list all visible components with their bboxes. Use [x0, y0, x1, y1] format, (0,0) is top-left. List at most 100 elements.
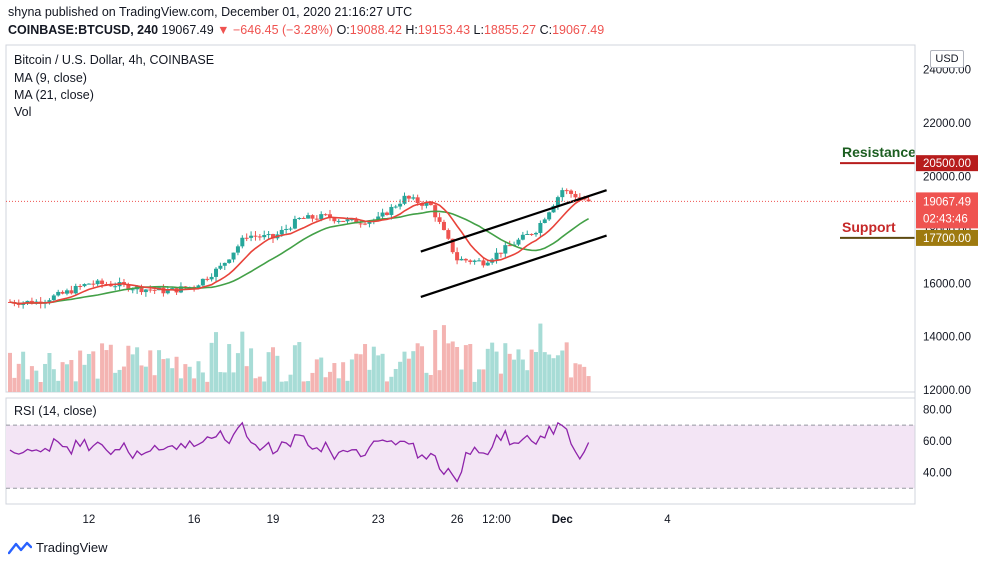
- candle-body: [551, 205, 556, 213]
- candle-body: [113, 286, 118, 288]
- candle-body: [253, 235, 258, 237]
- volume-bar: [424, 372, 429, 392]
- candle-body: [288, 228, 293, 230]
- candle-body: [389, 206, 394, 215]
- rsi-line: [9, 421, 590, 483]
- close-label: C:: [539, 23, 553, 37]
- volume-bar: [187, 366, 192, 392]
- candle-body: [218, 265, 223, 269]
- legend-vol[interactable]: Vol: [14, 105, 32, 119]
- candle-body: [516, 239, 521, 245]
- candle-body: [341, 220, 346, 222]
- candle-body: [69, 290, 74, 294]
- legend-ma9[interactable]: MA (9, close): [14, 71, 87, 85]
- ma21-line: [9, 210, 589, 305]
- candle-body: [336, 220, 341, 222]
- volume-bar: [380, 353, 385, 392]
- candle-body: [446, 230, 451, 239]
- candle-body: [310, 215, 315, 219]
- time-tick-label: 19: [267, 514, 280, 526]
- rsi-band: [6, 425, 915, 489]
- tradingview-footer[interactable]: TradingView: [8, 540, 108, 555]
- volume-bar: [472, 381, 477, 392]
- volume-bar: [113, 372, 118, 392]
- candle-body: [235, 246, 240, 253]
- candle-body: [139, 286, 144, 293]
- candle-body: [459, 258, 464, 261]
- volume-bar: [512, 359, 517, 392]
- candle-body: [468, 260, 473, 262]
- high-label: H:: [405, 23, 418, 37]
- price-change: −646.45 (−3.28%): [233, 23, 334, 37]
- volume-bar: [108, 344, 113, 392]
- volume-bar: [284, 381, 289, 392]
- price-tick-label: 14000.00: [923, 332, 971, 344]
- volume-bar: [214, 332, 219, 392]
- volume-bar: [477, 369, 482, 392]
- candle-body: [108, 284, 113, 287]
- time-tick-label: Dec: [552, 514, 574, 526]
- channel-upper-line: [420, 189, 607, 253]
- candle-body: [262, 235, 267, 238]
- candle-body: [564, 190, 569, 192]
- volume-bar: [279, 381, 284, 392]
- last-price-tag: [916, 192, 978, 229]
- candle-body: [205, 278, 210, 280]
- level-name-label: Support: [842, 219, 896, 235]
- volume-bar: [25, 379, 30, 392]
- volume-bar: [349, 359, 354, 392]
- volume-bar: [314, 359, 319, 392]
- volume-bar: [358, 354, 363, 392]
- candle-body: [569, 190, 574, 194]
- candle-body: [73, 285, 78, 294]
- volume-bar: [117, 369, 122, 392]
- currency-button[interactable]: USD: [930, 50, 964, 68]
- volume-bar: [288, 374, 293, 392]
- candle-body: [463, 258, 468, 261]
- candle-body: [573, 193, 578, 198]
- volume-bar: [200, 372, 205, 392]
- candle-body: [494, 252, 499, 260]
- volume-bar: [271, 347, 275, 392]
- volume-bar: [82, 364, 87, 392]
- candle-body: [86, 283, 91, 285]
- volume-bar: [507, 353, 512, 392]
- price-tick-label: 16000.00: [923, 278, 971, 290]
- volume-bar: [16, 363, 21, 392]
- price-tick-label: 12000.00: [923, 385, 971, 397]
- volume-bar: [490, 342, 495, 392]
- candle-body: [279, 229, 284, 235]
- candle-body: [56, 291, 61, 296]
- volume-bar: [38, 381, 43, 392]
- volume-bar: [64, 364, 69, 392]
- volume-bar: [345, 380, 350, 392]
- volume-bar: [534, 351, 538, 392]
- candle-body: [406, 195, 411, 199]
- volume-bar: [56, 380, 61, 392]
- volume-bar: [47, 353, 52, 392]
- volume-bar: [292, 345, 297, 392]
- candle-body: [481, 260, 486, 266]
- legend-ma21[interactable]: MA (21, close): [14, 88, 94, 102]
- volume-bar: [560, 350, 565, 392]
- candle-body: [292, 218, 297, 229]
- candle-body: [555, 197, 560, 206]
- legend-rsi[interactable]: RSI (14, close): [14, 404, 97, 418]
- candle-body: [520, 234, 525, 240]
- candle-body: [393, 206, 398, 208]
- volume-bar: [437, 370, 442, 392]
- volume-bar: [389, 376, 394, 392]
- candle-body: [503, 245, 508, 254]
- candle-body: [411, 197, 416, 199]
- candle-body: [402, 195, 407, 204]
- candle-body: [222, 262, 227, 266]
- candle-body: [415, 197, 420, 204]
- candle-body: [78, 285, 83, 287]
- volume-bar: [100, 343, 105, 392]
- volume-bar: [441, 325, 446, 392]
- candle-body: [25, 300, 30, 303]
- volume-bar: [86, 353, 91, 392]
- volume-bar: [569, 377, 574, 392]
- volume-bar: [126, 345, 131, 392]
